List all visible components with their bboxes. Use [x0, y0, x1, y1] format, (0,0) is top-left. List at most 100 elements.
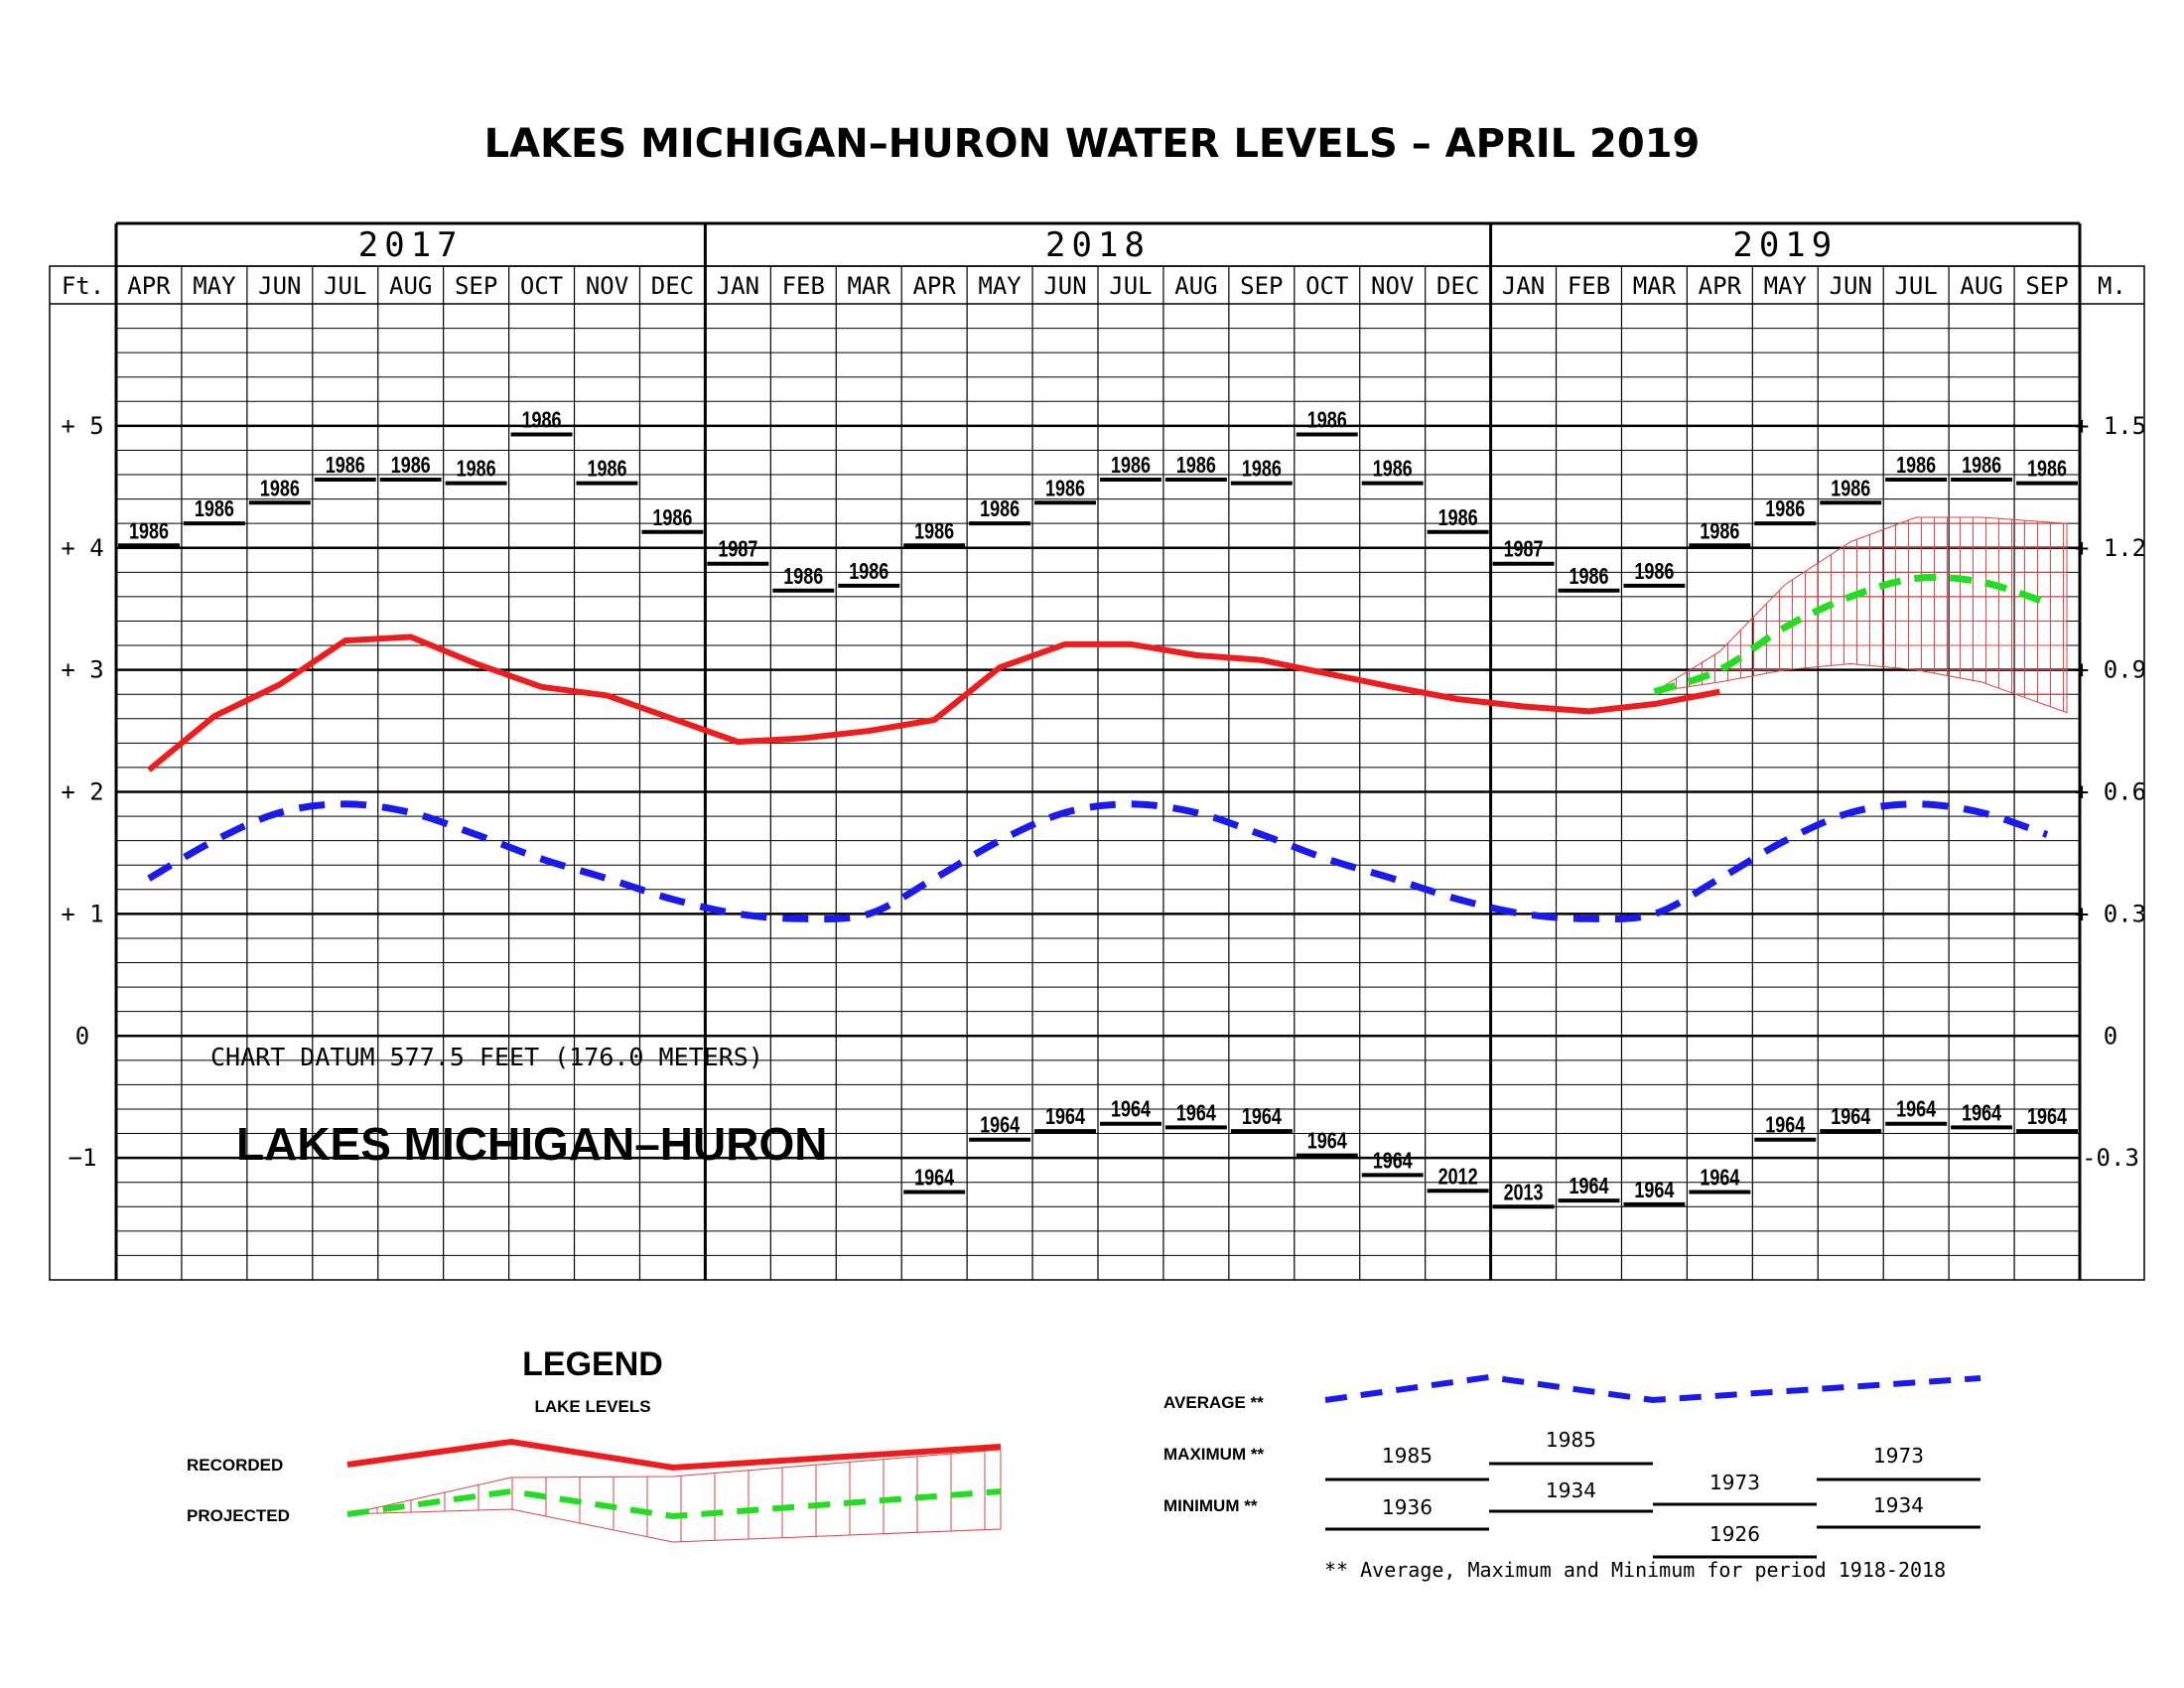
month-label: JAN	[1502, 272, 1545, 300]
lake-name-label: LAKES MICHIGAN–HURON	[236, 1118, 827, 1170]
record-low-year-label: 1964	[1765, 1112, 1805, 1138]
legend-projected-label: PROJECTED	[187, 1506, 290, 1525]
record-high-year-label: 1987	[1504, 536, 1544, 562]
record-high-year-label: 1986	[1831, 475, 1870, 500]
legend-min-year: 1934	[1873, 1493, 1924, 1517]
record-high-year-label: 1986	[1765, 495, 1805, 521]
right-tick-label: -0.3	[2082, 1144, 2139, 1172]
legend-max-year: 1985	[1382, 1444, 1433, 1468]
chart-grid	[49, 221, 2145, 1281]
record-low-year-label: 1964	[1896, 1096, 1936, 1122]
right-unit-label: M.	[2098, 272, 2126, 300]
left-tick-label: + 3	[61, 656, 103, 684]
year-label: 2017	[358, 225, 464, 265]
record-high-year-label: 1986	[2027, 456, 2067, 482]
record-low-year-label: 1964	[1570, 1173, 1609, 1198]
legend-min-year: 1926	[1709, 1522, 1760, 1546]
year-label: 2019	[1732, 225, 1838, 265]
recorded-line	[147, 633, 1720, 773]
legend: LEGEND LAKE LEVELS RECORDED PROJECTED AV…	[187, 1345, 1981, 1582]
month-label: MAR	[1633, 272, 1677, 300]
record-high-year-label: 1986	[1045, 475, 1085, 500]
legend-projected-sample	[346, 1487, 1002, 1520]
legend-minimum-label: MINIMUM **	[1163, 1496, 1258, 1515]
series-lines	[147, 573, 2049, 923]
month-label: DEC	[1436, 272, 1479, 300]
month-label: JAN	[717, 272, 759, 300]
right-tick-label: + 0.3	[2075, 900, 2146, 927]
record-high-year-label: 1986	[1438, 504, 1478, 530]
record-high-year-label: 1986	[588, 456, 627, 482]
month-label: JUN	[258, 272, 301, 300]
chart-datum-label: CHART DATUM 577.5 FEET (176.0 METERS)	[210, 1043, 763, 1071]
month-label: FEB	[782, 272, 825, 300]
month-label: SEP	[1240, 272, 1283, 300]
record-low-year-label: 1964	[1831, 1103, 1870, 1129]
record-high-year-label: 1987	[718, 536, 757, 562]
right-tick-label: + 0.6	[2075, 778, 2146, 806]
month-label: APR	[127, 272, 171, 300]
record-high-year-label: 1986	[1307, 406, 1347, 432]
month-label: NOV	[1371, 272, 1414, 300]
record-low-year-label: 2012	[1438, 1163, 1478, 1189]
month-label: JUL	[324, 272, 366, 300]
legend-subtitle: LAKE LEVELS	[534, 1397, 650, 1416]
record-high-year-label: 1986	[783, 563, 823, 589]
month-label: AUG	[1174, 272, 1217, 300]
legend-footnote: ** Average, Maximum and Minimum for peri…	[1324, 1558, 1946, 1582]
record-low-year-label: 1964	[1962, 1099, 2001, 1125]
projection-envelope	[1654, 516, 2068, 714]
record-low-year-label: 1964	[1634, 1177, 1674, 1202]
record-low-year-label: 1964	[1373, 1147, 1413, 1173]
record-high-year-label: 1986	[195, 495, 234, 521]
month-label: JUL	[1109, 272, 1152, 300]
record-high-year-label: 1986	[1570, 563, 1609, 589]
legend-projection-envelope	[346, 1449, 1002, 1543]
month-label: MAY	[193, 272, 236, 300]
month-label: FEB	[1568, 272, 1610, 300]
right-tick-label: 0	[2104, 1022, 2117, 1050]
record-high-year-label: 1986	[1176, 452, 1216, 478]
record-high-year-label: 1986	[652, 504, 692, 530]
month-label: SEP	[2025, 272, 2068, 300]
record-high-year-label: 1986	[1242, 456, 1282, 482]
legend-title: LEGEND	[522, 1345, 663, 1383]
right-tick-label: + 1.5	[2075, 412, 2146, 440]
record-high-year-label: 1986	[980, 495, 1020, 521]
month-label: MAY	[1764, 272, 1808, 300]
record-high-year-label: 1986	[849, 558, 888, 584]
y-axes: + 5 + 4 + 3 + 2 + 1 0 −1 + 1.5 + 1.2 + 0.9 + 0.6 + …	[61, 412, 2146, 1172]
left-unit-label: Ft.	[62, 272, 104, 300]
month-label: DEC	[651, 272, 694, 300]
record-low-year-label: 1964	[1111, 1096, 1151, 1122]
month-header: 2017 2018 2019 APR MAY JUN JUL AUG SEP OCT NOV DEC J…	[62, 225, 2126, 300]
record-low-year-label: 1964	[1242, 1103, 1282, 1129]
month-label: AUG	[1960, 272, 2002, 300]
legend-min-year: 1936	[1382, 1495, 1433, 1519]
record-low-year-label: 1964	[980, 1112, 1020, 1138]
legend-max-min-years: 1985 1936 1985 1934 1973 1926 1973 1934	[1325, 1428, 1980, 1559]
record-high-year-label: 1986	[914, 517, 954, 543]
monthly-records: 1986 1986 1986 1986 1986 1986 1986 1986 1986 1987…	[118, 406, 2078, 1209]
legend-recorded-sample	[346, 1438, 1002, 1472]
legend-samples	[346, 1373, 1981, 1543]
left-tick-label: + 2	[61, 778, 103, 806]
record-low-year-label: 1964	[2027, 1103, 2067, 1129]
record-high-year-label: 1986	[1896, 452, 1936, 478]
record-high-year-label: 1986	[260, 475, 300, 500]
record-low-year-label: 1964	[914, 1165, 954, 1191]
record-high-year-label: 1986	[1373, 456, 1413, 482]
month-label: OCT	[520, 272, 563, 300]
month-label: SEP	[455, 272, 497, 300]
record-low-year-label: 1964	[1045, 1103, 1085, 1129]
record-low-year-label: 1964	[1700, 1165, 1739, 1191]
record-low-year-label: 1964	[1307, 1128, 1347, 1154]
month-label: NOV	[586, 272, 628, 300]
record-low-year-label: 2013	[1504, 1179, 1544, 1204]
record-high-year-label: 1986	[326, 452, 365, 478]
record-high-year-label: 1986	[1111, 452, 1151, 478]
record-high-year-label: 1986	[1700, 517, 1739, 543]
left-tick-label: 0	[75, 1022, 89, 1050]
legend-average-label: AVERAGE **	[1163, 1393, 1264, 1412]
